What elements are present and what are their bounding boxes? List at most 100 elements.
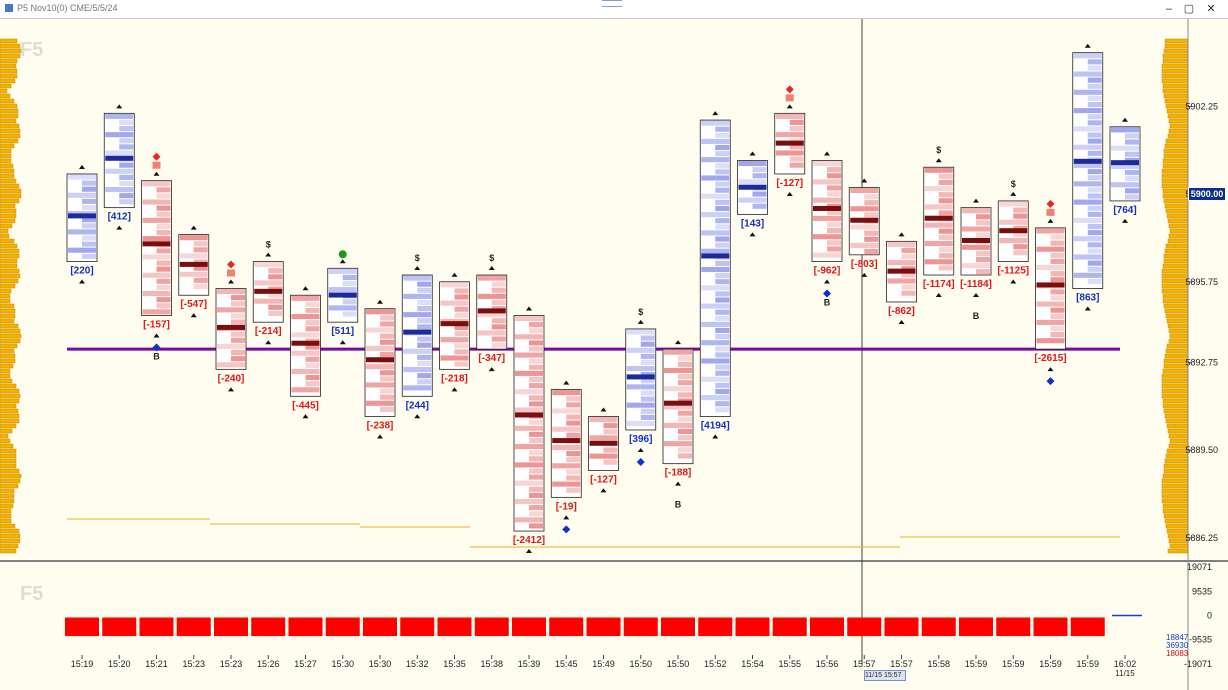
footprint-cell-ask [827,234,841,240]
footprint-cell-ask [380,394,394,400]
profile-bar-left [0,83,12,89]
footprint-imbalance-row [68,213,96,219]
profile-bar-right [1161,63,1189,69]
footprint-cell-bid [68,223,82,228]
footprint-cell-ask [491,281,506,287]
footprint-cell-bid [1074,230,1088,235]
footprint-imbalance-row [626,374,655,380]
footprint-cell-bid [403,282,417,287]
footprint-cell-ask [1013,238,1028,244]
drag-grip-icon[interactable] [602,0,622,7]
footprint-cell-bid [850,200,864,205]
footprint-cell-bid [143,303,157,308]
footprint-cell-ask [640,402,655,408]
footprint-cell-ask [305,307,320,314]
footprint-cell-ask [342,305,357,311]
footprint-cell-bid [1074,261,1088,266]
time-axis-label: 15:59 [1039,659,1062,669]
profile-bar-right [1165,208,1189,214]
profile-bar-left [0,523,16,529]
footprint-cell-ask [715,291,730,297]
footprint-cell-ask [268,304,283,310]
footprint-cell-ask [193,235,208,241]
footprint-cell-bid [217,307,231,313]
footprint-cell-ask [715,169,730,175]
footprint-cell-bid [292,381,306,386]
current-price-tag: 5900.00 [1188,187,1226,201]
footprint-cell-ask [454,312,469,318]
footprint-cell-bid [813,179,827,185]
profile-bar-right [1169,123,1189,129]
footprint-cell-ask [119,180,134,187]
footprint-cell-ask [417,373,432,379]
footprint-cell-ask [976,250,990,256]
footprint-cell-ask [491,299,506,306]
footprint-cell-bid [329,311,343,316]
profile-bar-right [1164,143,1189,149]
footprint-cell-bid [701,182,715,187]
maximize-button[interactable]: ▢ [1183,3,1195,15]
footprint-cell-ask [715,260,730,266]
footprint-cell-bid [143,212,157,217]
profile-bar-left [0,473,22,479]
footprint-cell-ask [529,480,543,486]
profile-bar-right [1162,293,1189,299]
footprint-cell-bid [254,268,268,273]
profile-bar-right [1169,438,1189,444]
footprint-cell-bid [105,163,119,168]
footprint-cell-ask [1087,272,1102,278]
footprint-cell-bid [888,285,902,290]
footprint-cell-ask [417,287,432,293]
footprint-cell-ask [529,419,543,425]
footprint-cell-ask [1087,162,1102,169]
chart-svg[interactable]: [220] [412] [-157] [-547] [-240] [-214] [-445]… [0,19,1228,690]
footprint-cell-ask [938,265,953,271]
profile-bar-right [1162,398,1189,404]
profile-bar-right [1161,288,1189,294]
footprint-chart[interactable]: [220] [412] [-157] [-547] [-240] [-214] [-445]… [0,19,1228,690]
footprint-cell-ask [678,416,692,422]
footprint-cell-bid [850,237,864,242]
footprint-cell-bid [515,517,529,523]
footprint-cell-bid [292,302,306,307]
footprint-cell-bid [813,222,827,227]
footprint-cell-bid [701,163,715,168]
footprint-cell-ask [231,343,245,349]
profile-bar-right [1163,303,1189,309]
footprint-cell-bid [701,285,716,291]
low-marker-icon [377,434,383,439]
profile-bar-left [0,368,11,374]
profile-bar-left [0,103,18,109]
footprint-imbalance-row [477,308,506,314]
footprint-cell-bid [701,193,716,199]
footprint-cell-ask [715,212,730,218]
footprint-cell-ask [603,435,618,441]
footprint-cell-ask [1125,127,1139,133]
footprint-cell-bid [143,206,157,211]
footprint-cell-bid [664,411,678,416]
footprint-cell-bid [850,242,865,248]
profile-bar-left [0,193,22,199]
footprint-cell-bid [143,261,157,266]
profile-bar-left [0,543,19,549]
profile-bar-right [1161,273,1189,279]
minimize-button[interactable]: – [1165,3,1173,15]
footprint-cell-bid [366,340,380,345]
footprint-cell-bid [105,187,120,193]
time-axis-label: 15:32 [406,659,429,669]
time-axis-label: 15:23 [182,659,205,669]
low-marker-icon [1047,367,1054,372]
footprint-cell-ask [119,187,134,193]
footprint-cell-ask [1087,260,1102,266]
close-button[interactable]: ✕ [1206,3,1216,15]
profile-bar-right [1161,383,1189,389]
footprint-cell-bid [1037,314,1051,319]
profile-bar-left [0,278,19,284]
footprint-cell-ask [715,126,730,132]
footprint-cell-bid [589,417,604,423]
low-marker-icon [339,340,346,345]
delta-label: [-188] [665,468,692,479]
footprint-cell-bid [254,298,269,304]
footprint-cell-bid [478,288,492,293]
footprint-cell-bid [888,248,902,253]
